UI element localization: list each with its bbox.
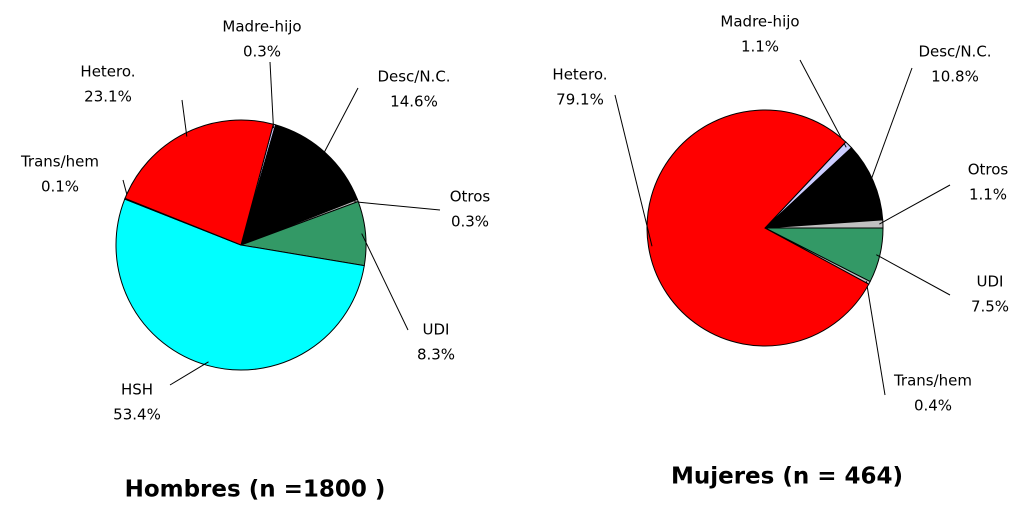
slice-value-label: 0.1% bbox=[41, 178, 79, 196]
slice-value-label: 8.3% bbox=[417, 346, 455, 364]
slice-label: Madre-hijo bbox=[222, 18, 301, 36]
slice-label: UDI bbox=[423, 321, 450, 339]
pie-slice bbox=[115, 198, 365, 371]
slice-label: Madre-hijo bbox=[720, 13, 799, 31]
leader-line bbox=[181, 99, 188, 137]
slice-label: Desc/N.C. bbox=[377, 68, 450, 86]
leader-line bbox=[799, 59, 847, 148]
slice-value-label: 1.1% bbox=[741, 38, 779, 56]
slice-label: Hetero. bbox=[80, 63, 135, 81]
leader-line bbox=[876, 254, 951, 296]
slice-label: Otros bbox=[968, 161, 1009, 179]
pie-slice bbox=[240, 124, 359, 246]
pie-slice bbox=[646, 109, 870, 347]
slice-label: UDI bbox=[977, 273, 1004, 291]
slice-value-label: 79.1% bbox=[556, 91, 604, 109]
slice-label: Hetero. bbox=[552, 66, 607, 84]
leader-line bbox=[614, 94, 653, 247]
slice-label: Otros bbox=[450, 188, 491, 206]
leader-line bbox=[869, 67, 913, 183]
leader-line bbox=[322, 87, 359, 156]
chart-title: Mujeres (n = 464) bbox=[671, 464, 903, 490]
slice-label: Trans/hem bbox=[20, 153, 99, 171]
slice-value-label: 0.3% bbox=[243, 43, 281, 61]
slice-label: HSH bbox=[121, 381, 153, 399]
leader-line bbox=[354, 201, 441, 211]
slice-value-label: 53.4% bbox=[113, 406, 161, 424]
leader-line bbox=[169, 361, 209, 386]
slice-label: Desc/N.C. bbox=[918, 43, 991, 61]
slice-label: Trans/hem bbox=[893, 372, 972, 390]
slice-value-label: 14.6% bbox=[390, 93, 438, 111]
pie-slice bbox=[763, 147, 884, 229]
leader-line bbox=[361, 233, 409, 331]
leader-line bbox=[879, 184, 951, 225]
slice-value-label: 0.3% bbox=[451, 213, 489, 231]
slice-value-label: 0.4% bbox=[914, 397, 952, 415]
slice-value-label: 7.5% bbox=[971, 298, 1009, 316]
pie-slice bbox=[124, 119, 274, 246]
chart-title: Hombres (n =1800 ) bbox=[125, 477, 386, 503]
leader-line bbox=[269, 61, 274, 129]
slice-value-label: 23.1% bbox=[84, 88, 132, 106]
slice-value-label: 1.1% bbox=[969, 186, 1007, 204]
slice-value-label: 10.8% bbox=[931, 68, 979, 86]
leader-line bbox=[865, 281, 886, 396]
